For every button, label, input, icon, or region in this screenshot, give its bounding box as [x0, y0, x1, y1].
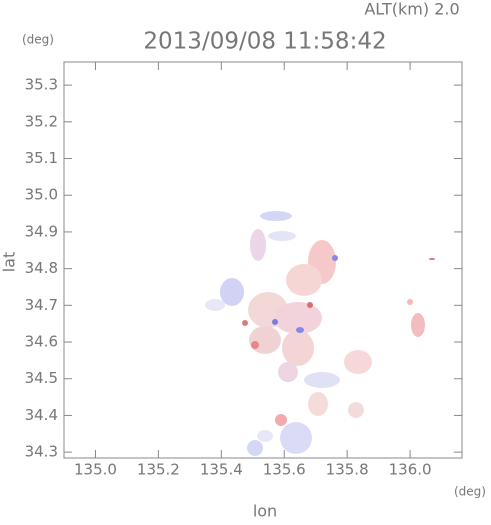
x-tick-label: 136.0: [389, 461, 432, 479]
y-tick-label: 34.3: [25, 443, 58, 461]
x-tick-label: 135.6: [263, 461, 306, 479]
x-tick-label: 135.0: [74, 461, 117, 479]
y-tick-label: 34.4: [25, 406, 58, 424]
y-tick-label: 35.3: [25, 76, 58, 94]
plot-frame: [63, 61, 463, 459]
chart-title: 2013/09/08 11:58:42: [143, 29, 386, 55]
echo-field: [205, 211, 435, 456]
x-tick-label: 135.8: [326, 461, 369, 479]
y-tick-label: 34.5: [25, 369, 58, 387]
y-tick-label: 35.0: [25, 186, 58, 204]
altitude-label: ALT(km) 2.0: [364, 0, 459, 19]
y-tick-label: 35.1: [25, 149, 58, 167]
x-tick-label: 135.2: [137, 461, 180, 479]
y-unit: (deg): [22, 33, 54, 47]
x-axis-label: lon: [253, 502, 277, 521]
y-tick-label: 34.7: [25, 296, 58, 314]
y-tick-label: 34.8: [25, 259, 58, 277]
y-tick-label: 34.9: [25, 222, 58, 240]
x-unit: (deg): [454, 485, 486, 499]
y-axis-label: lat: [0, 252, 19, 273]
x-tick-label: 135.4: [200, 461, 243, 479]
y-tick-label: 34.6: [25, 333, 58, 351]
y-tick-label: 35.2: [25, 112, 58, 130]
